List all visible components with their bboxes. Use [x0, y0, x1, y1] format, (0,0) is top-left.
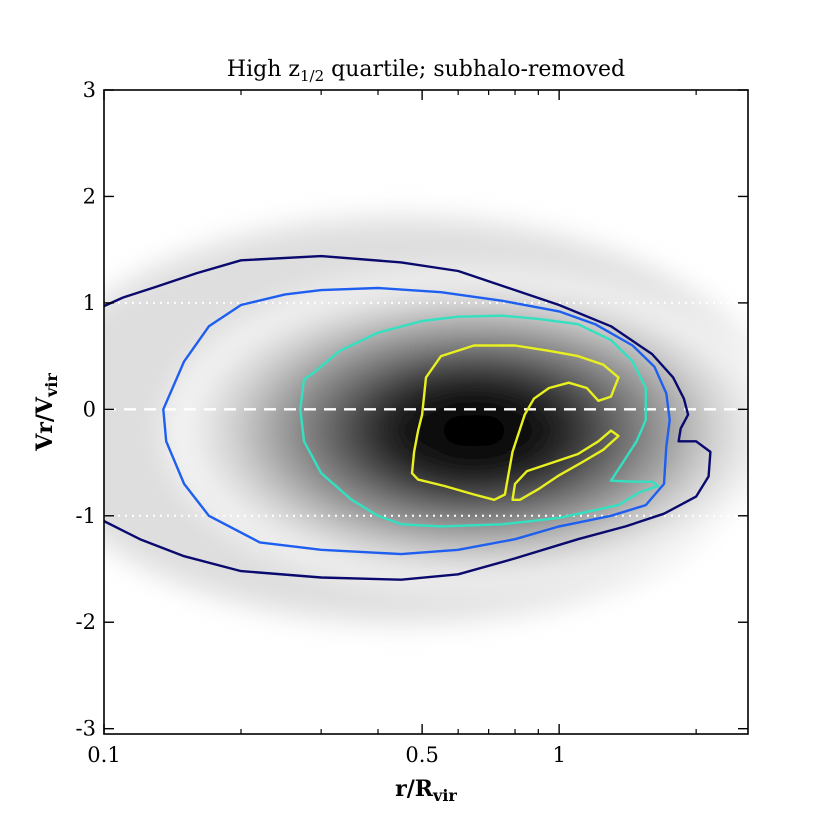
density-peak [344, 350, 604, 511]
y-tick-label: -1 [76, 504, 96, 528]
y-tick-label: 0 [83, 397, 96, 421]
chart-title: High z1/2 quartile; subhalo-removed [227, 57, 625, 85]
tick-labels: 0.1 0.5 1 3 2 1 0 -1 -2 -3 [76, 78, 566, 767]
y-axis-label: Vr/Vvir [32, 373, 61, 452]
plot-area [104, 90, 748, 734]
inner-contour-b-yellow [511, 429, 620, 501]
x-tick-label: 0.5 [405, 743, 438, 767]
reference-lines [104, 301, 748, 517]
y-tick-label: 2 [83, 184, 96, 208]
y-tick-label: 1 [83, 291, 96, 315]
contour-lines [104, 254, 712, 581]
density-map [104, 217, 748, 623]
plot-frame [103, 89, 749, 735]
x-tick-label: 0.1 [87, 743, 120, 767]
inner-contour-a-yellow [410, 344, 620, 501]
outer-contour-navy [104, 254, 712, 581]
axis-ticks [103, 89, 748, 734]
y-tick-label: -2 [76, 610, 96, 634]
y-tick-label: 3 [83, 78, 96, 102]
second-contour-blue [162, 286, 671, 556]
third-contour-teal [299, 314, 660, 528]
y-tick-label: -3 [76, 717, 96, 741]
x-tick-label: 1 [552, 743, 565, 767]
x-axis-label: r/Rvir [395, 776, 457, 805]
